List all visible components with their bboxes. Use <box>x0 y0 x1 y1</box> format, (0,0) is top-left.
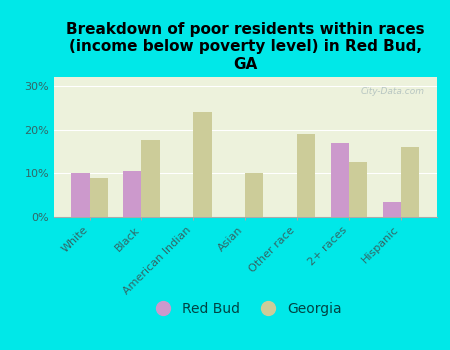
Bar <box>141 140 160 217</box>
Bar <box>123 171 141 217</box>
Bar <box>90 178 108 217</box>
Bar <box>194 112 212 217</box>
Bar <box>383 202 401 217</box>
Bar <box>401 147 419 217</box>
Bar <box>72 173 90 217</box>
Bar <box>331 143 349 217</box>
Title: Breakdown of poor residents within races
(income below poverty level) in Red Bud: Breakdown of poor residents within races… <box>66 22 424 72</box>
Bar <box>245 173 263 217</box>
Bar <box>349 162 367 217</box>
Legend: Red Bud, Georgia: Red Bud, Georgia <box>143 297 347 322</box>
Text: City-Data.com: City-Data.com <box>361 87 425 96</box>
Bar <box>297 134 315 217</box>
